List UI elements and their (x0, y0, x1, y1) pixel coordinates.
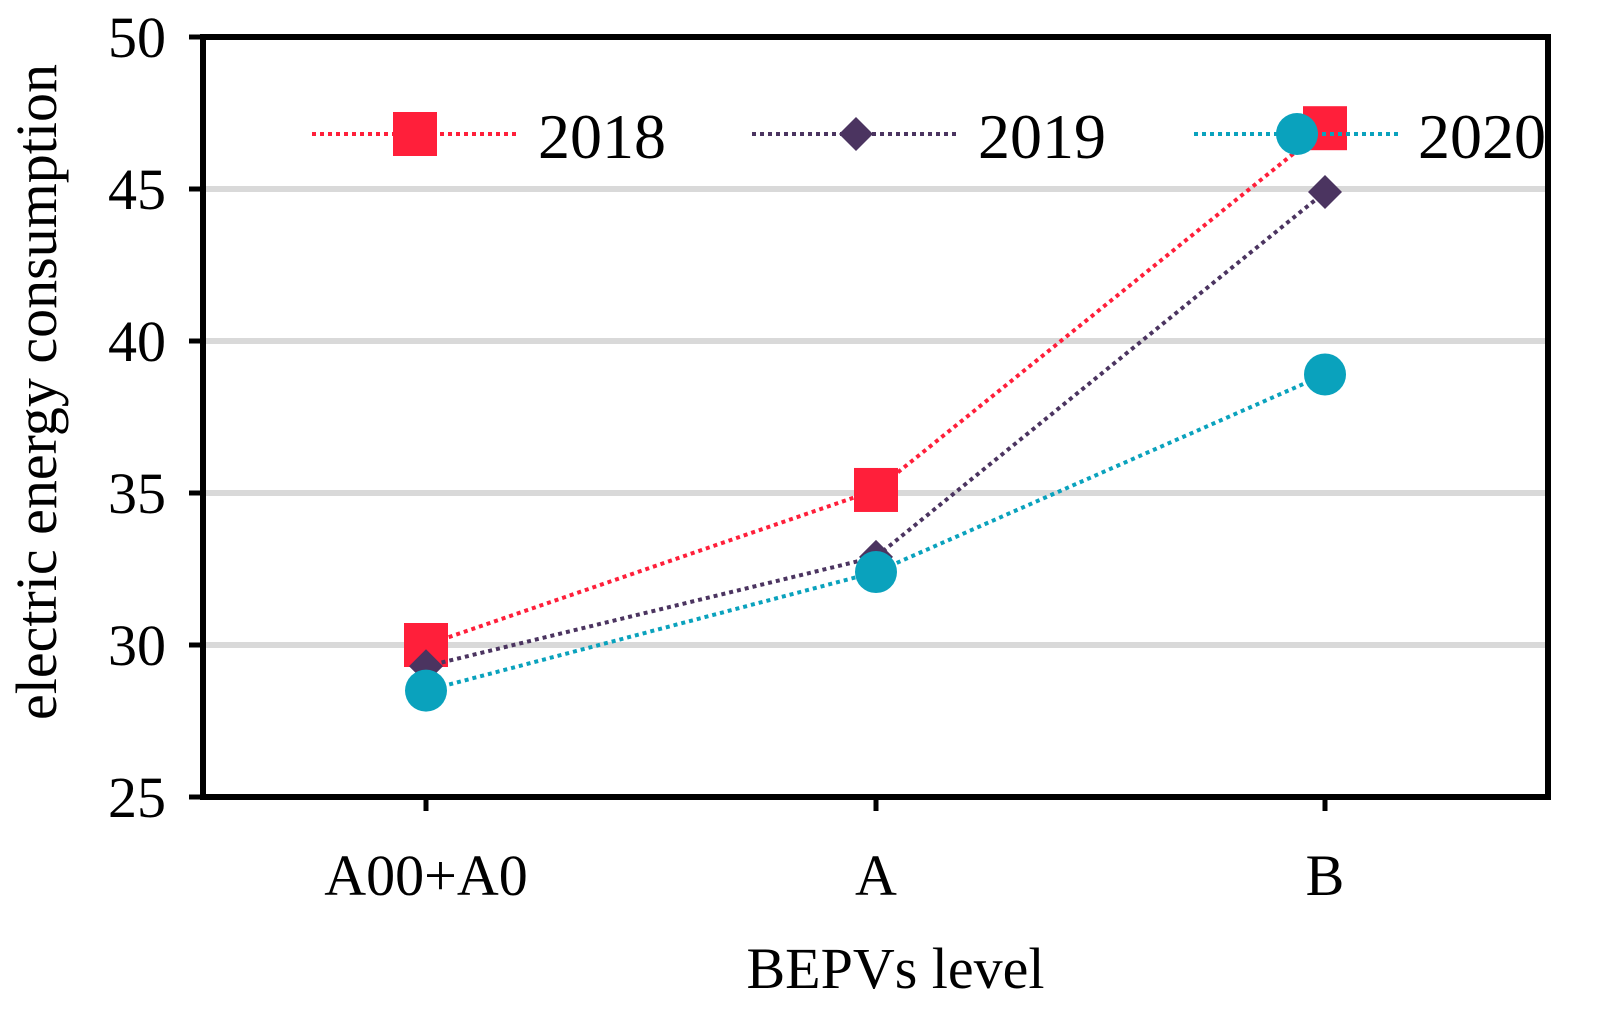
x-axis-title: BEPVs level (746, 936, 1044, 1001)
x-tick-label: B (1306, 843, 1345, 908)
data-point (1304, 353, 1346, 396)
legend-item-2019: 2019 (752, 101, 1106, 172)
data-point (854, 467, 898, 512)
series-line (425, 190, 1327, 669)
data-point (1308, 175, 1342, 210)
legend-label: 2020 (1418, 101, 1546, 172)
y-tick-label: 25 (108, 765, 166, 830)
y-tick-label: 35 (108, 461, 166, 526)
y-axis-ticks: 25 30 35 40 45 50 (108, 5, 203, 830)
y-tick-label: 30 (108, 613, 166, 678)
legend-marker (839, 117, 873, 151)
y-tick-label: 40 (108, 309, 166, 374)
legend-marker (393, 112, 437, 156)
x-tick-label: A (855, 843, 897, 908)
series-2019 (409, 175, 1342, 684)
legend: 2018 2019 2020 (312, 101, 1546, 172)
legend-marker (1276, 113, 1318, 155)
data-point (855, 551, 897, 594)
y-tick-label: 50 (108, 5, 166, 70)
plot-series (404, 106, 1347, 712)
legend-item-2020: 2020 (1194, 101, 1546, 172)
x-tick-label: A00+A0 (324, 843, 527, 908)
y-tick-label: 45 (108, 157, 166, 222)
data-point (405, 669, 447, 712)
legend-label: 2019 (978, 101, 1106, 172)
x-axis-ticks: A00+A0 A B (324, 797, 1344, 908)
legend-item-2018: 2018 (312, 101, 666, 172)
series-2020 (405, 353, 1346, 712)
legend-label: 2018 (538, 101, 666, 172)
y-axis-title: electric energy consumption (4, 64, 69, 720)
